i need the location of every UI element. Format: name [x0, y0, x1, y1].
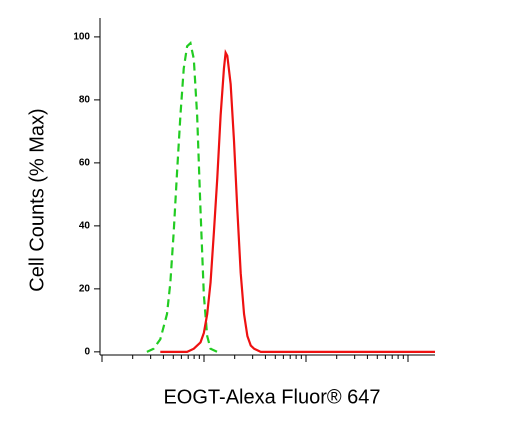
- y-tick-label: 20: [79, 284, 91, 295]
- histogram-line: [160, 48, 435, 353]
- x-axis-label: EOGT-Alexa Fluor® 647: [163, 386, 380, 408]
- histogram-line: [146, 41, 218, 353]
- y-tick-label: 60: [79, 158, 91, 169]
- y-axis-label: Cell Counts (% Max): [26, 108, 48, 291]
- y-tick-label: 80: [79, 95, 91, 106]
- y-tick-label: 40: [79, 221, 91, 232]
- y-tick-label: 0: [84, 346, 90, 357]
- y-tick-label: 100: [73, 32, 90, 43]
